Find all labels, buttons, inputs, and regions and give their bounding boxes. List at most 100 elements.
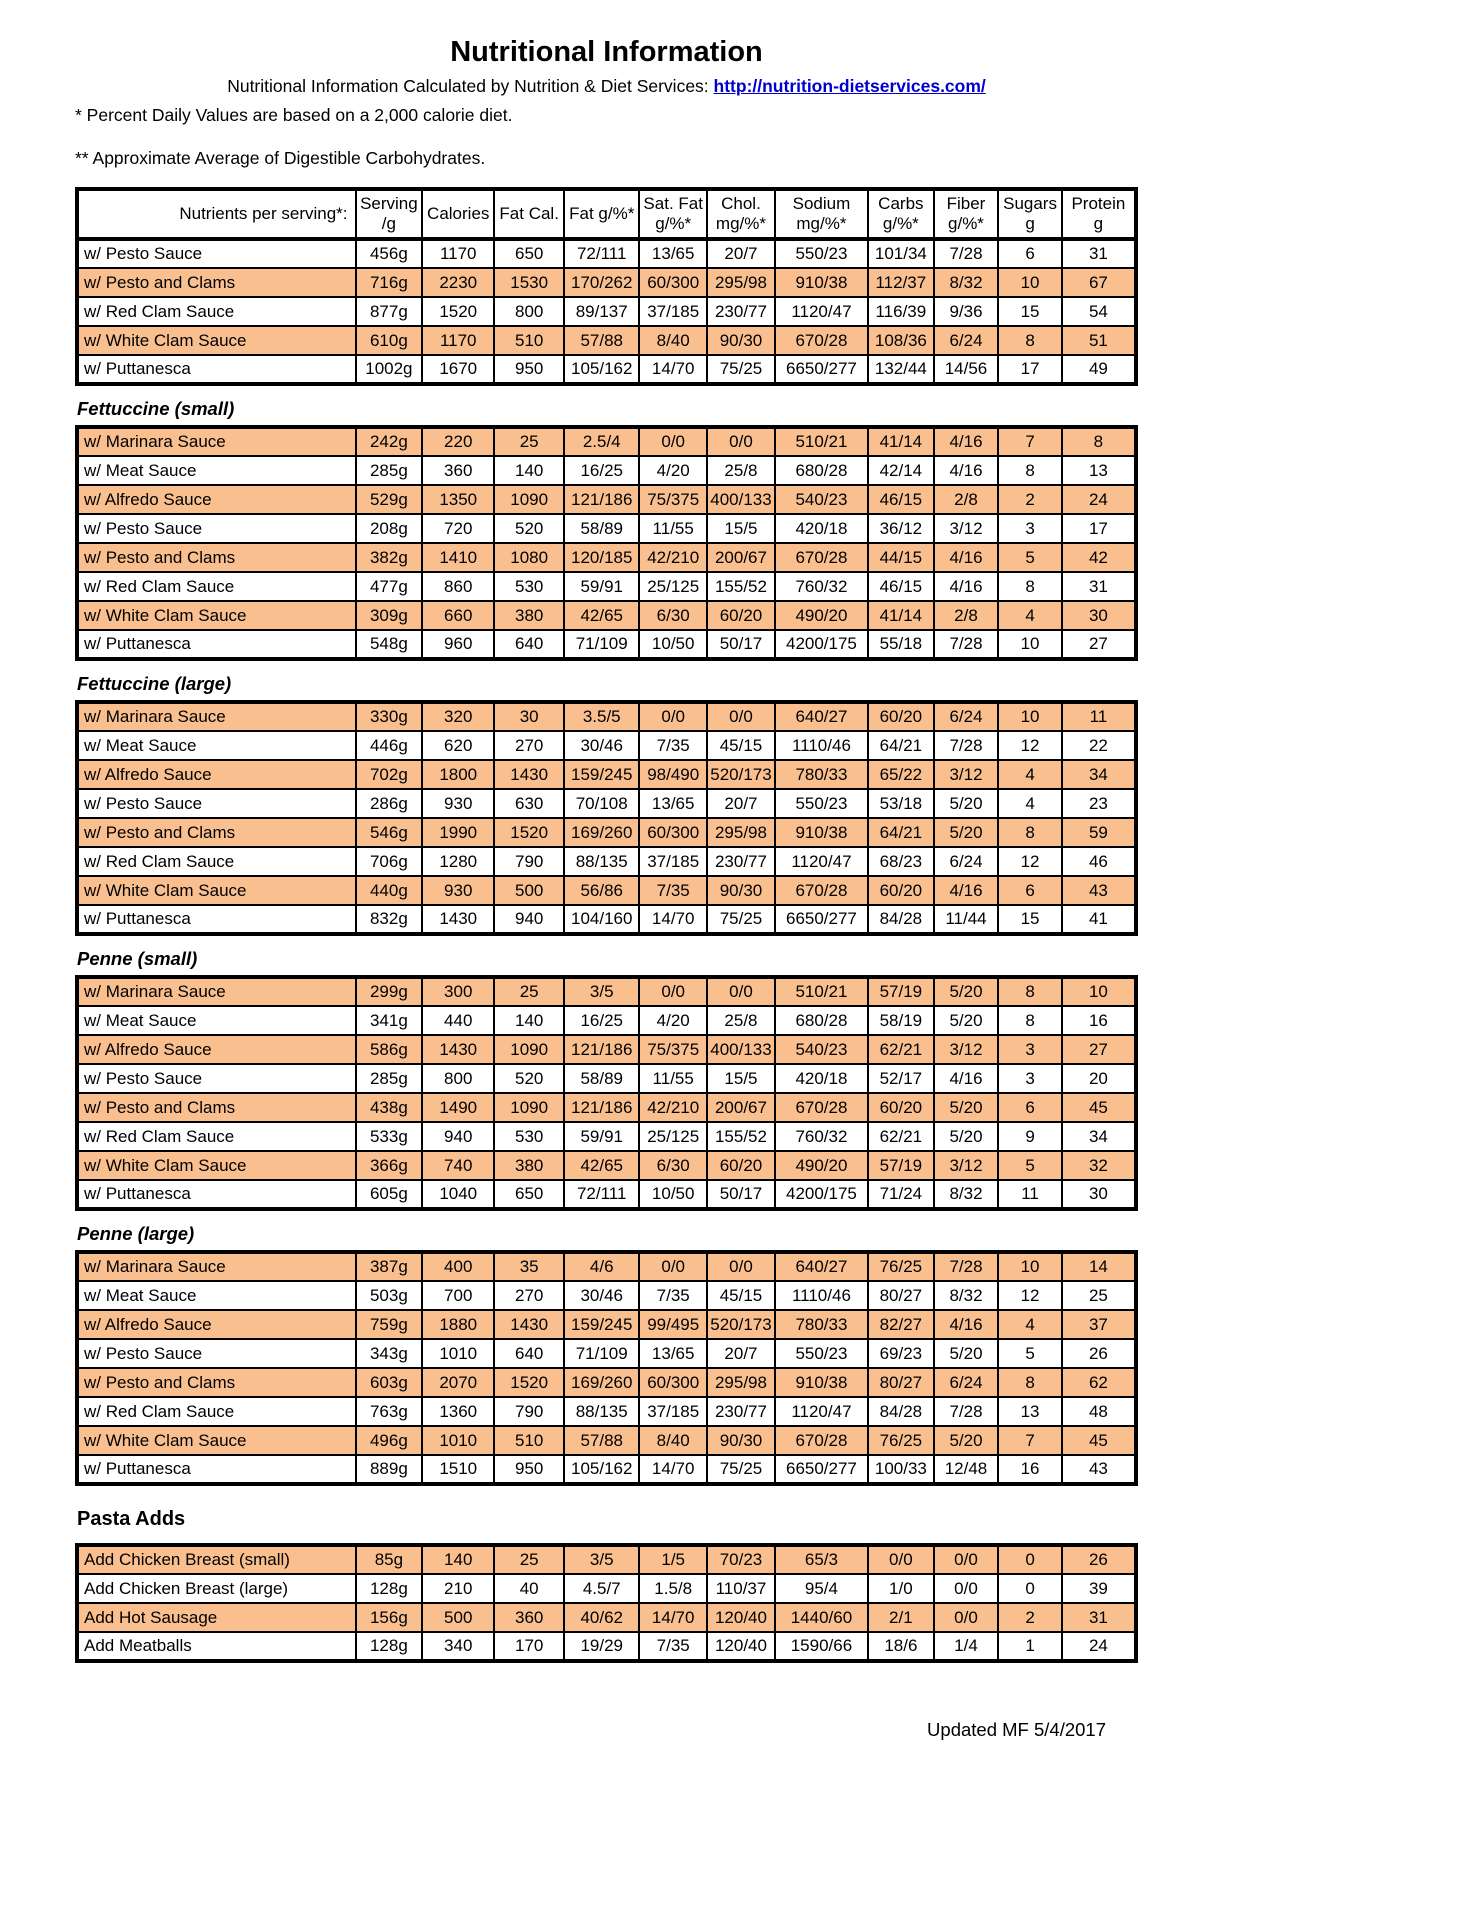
table-row: w/ Pesto and Clams 438g 1490 1090 121/186 42/…	[76, 1092, 1138, 1123]
value-cell: 1170	[421, 238, 496, 269]
value-cell: 20/7	[706, 788, 776, 819]
value-cell: 5/20	[932, 1005, 1000, 1036]
value-cell: 1002g	[354, 354, 424, 385]
value-cell: 230/77	[706, 1396, 776, 1427]
value-cell: 71/109	[563, 629, 641, 660]
value-cell: 120/185	[563, 542, 641, 573]
value-cell: 3/12	[932, 1034, 1000, 1065]
value-cell: 496g	[354, 1425, 424, 1456]
value-cell: 31	[1060, 571, 1138, 602]
table-row: w/ Pesto and Clams 603g 2070 1520 169/260 60/…	[76, 1367, 1138, 1398]
value-cell: 1430	[493, 1309, 566, 1340]
table-row: w/ Pesto Sauce 208g 720 520 58/89 11/55 15/5 42…	[76, 513, 1138, 544]
value-cell: 80/27	[867, 1367, 935, 1398]
value-cell: 8	[997, 976, 1063, 1007]
value-cell: 26	[1060, 1338, 1138, 1369]
value-cell: 16	[997, 1454, 1063, 1485]
value-cell: 90/30	[706, 325, 776, 356]
value-cell: 25/125	[638, 1121, 709, 1152]
value-cell: 242g	[354, 426, 424, 457]
value-cell: 60/20	[706, 1150, 776, 1181]
dish-name-cell: w/ Puttanesca	[76, 354, 357, 385]
value-cell: 7	[997, 426, 1063, 457]
value-cell: 1010	[421, 1425, 496, 1456]
value-cell: 8/32	[932, 1179, 1000, 1210]
value-cell: 10	[1060, 976, 1138, 1007]
value-cell: 550/23	[773, 788, 870, 819]
table-row: w/ Red Clam Sauce 877g 1520 800 89/137 37/185…	[76, 296, 1138, 327]
value-cell: 10	[997, 1251, 1063, 1282]
value-cell: 5/20	[932, 817, 1000, 848]
table-row: w/ White Clam Sauce 496g 1010 510 57/88 8/40 9…	[76, 1425, 1138, 1456]
value-cell: 76/25	[867, 1251, 935, 1282]
value-cell: 295/98	[706, 1367, 776, 1398]
value-cell: 420/18	[773, 1063, 870, 1094]
value-cell: 706g	[354, 846, 424, 877]
value-cell: 2/8	[932, 484, 1000, 515]
value-cell: 477g	[354, 571, 424, 602]
value-cell: 59	[1060, 817, 1138, 848]
table-row: w/ Pesto Sauce 456g 1170 650 72/111 13/65 20/7…	[76, 238, 1138, 269]
value-cell: 17	[1060, 513, 1138, 544]
value-cell: 90/30	[706, 875, 776, 906]
value-cell: 380	[493, 1150, 566, 1181]
value-cell: 42/65	[563, 1150, 641, 1181]
value-cell: 16/25	[563, 455, 641, 486]
value-cell: 763g	[354, 1396, 424, 1427]
dish-name-cell: w/ Pesto and Clams	[76, 817, 357, 848]
value-cell: 889g	[354, 1454, 424, 1485]
value-cell: 8	[1060, 426, 1138, 457]
dish-name-cell: w/ Meat Sauce	[76, 1280, 357, 1311]
dish-name-cell: w/ Marinara Sauce	[76, 1251, 357, 1282]
value-cell: 503g	[354, 1280, 424, 1311]
value-cell: 860	[421, 571, 496, 602]
value-cell: 169/260	[563, 817, 641, 848]
value-cell: 140	[493, 455, 566, 486]
dish-name-cell: Add Hot Sausage	[76, 1602, 357, 1633]
value-cell: 650	[493, 238, 566, 269]
table-row: w/ Marinara Sauce 242g 220 25 2.5/4 0/0 0/0 510…	[76, 426, 1138, 457]
value-cell: 533g	[354, 1121, 424, 1152]
value-cell: 3	[997, 513, 1063, 544]
value-cell: 1040	[421, 1179, 496, 1210]
dish-name-cell: w/ Red Clam Sauce	[76, 1121, 357, 1152]
value-cell: 7/35	[638, 1631, 709, 1662]
value-cell: 1350	[421, 484, 496, 515]
value-cell: 343g	[354, 1338, 424, 1369]
value-cell: 640/27	[773, 701, 870, 732]
value-cell: 670/28	[773, 1425, 870, 1456]
dish-name-cell: w/ Marinara Sauce	[76, 426, 357, 457]
table-row: w/ Marinara Sauce 299g 300 25 3/5 0/0 0/0 510/2…	[76, 976, 1138, 1007]
value-cell: 4/16	[932, 571, 1000, 602]
column-header: Calories	[421, 188, 496, 241]
dish-name-cell: w/ Red Clam Sauce	[76, 846, 357, 877]
source-link[interactable]: http://nutrition-dietservices.com/	[713, 76, 986, 96]
value-cell: 1430	[493, 759, 566, 790]
dish-name-cell: w/ Alfredo Sauce	[76, 484, 357, 515]
value-cell: 14/70	[638, 1454, 709, 1485]
value-cell: 4	[997, 759, 1063, 790]
table-row: w/ White Clam Sauce 366g 740 380 42/65 6/30 60…	[76, 1150, 1138, 1181]
value-cell: 208g	[354, 513, 424, 544]
value-cell: 520	[493, 513, 566, 544]
dish-name-cell: w/ Pesto Sauce	[76, 238, 357, 269]
value-cell: 5	[997, 1150, 1063, 1181]
value-cell: 37/185	[638, 296, 709, 327]
value-cell: 55/18	[867, 629, 935, 660]
value-cell: 0	[997, 1573, 1063, 1604]
value-cell: 910/38	[773, 1367, 870, 1398]
value-cell: 440g	[354, 875, 424, 906]
value-cell: 16/25	[563, 1005, 641, 1036]
dish-name-cell: w/ White Clam Sauce	[76, 875, 357, 906]
table-row: w/ Alfredo Sauce 586g 1430 1090 121/186 75/37…	[76, 1034, 1138, 1065]
value-cell: 155/52	[706, 1121, 776, 1152]
value-cell: 360	[421, 455, 496, 486]
value-cell: 716g	[354, 267, 424, 298]
value-cell: 6	[997, 238, 1063, 269]
value-cell: 1/4	[932, 1631, 1000, 1662]
value-cell: 6650/277	[773, 904, 870, 935]
value-cell: 75/375	[638, 484, 709, 515]
dish-name-cell: w/ Red Clam Sauce	[76, 1396, 357, 1427]
value-cell: 640/27	[773, 1251, 870, 1282]
value-cell: 2/8	[932, 600, 1000, 631]
